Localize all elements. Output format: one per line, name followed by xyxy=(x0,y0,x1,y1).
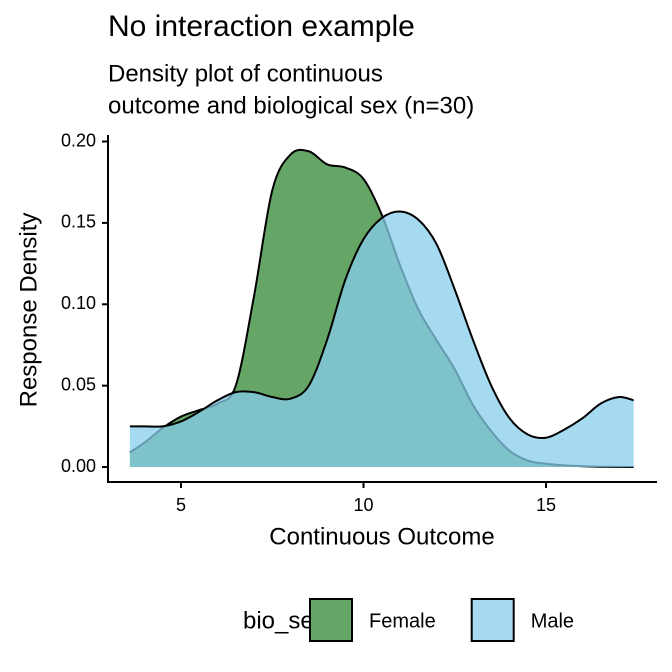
chart-subtitle: Density plot of continuous xyxy=(108,60,383,87)
chart-title: No interaction example xyxy=(108,10,415,43)
legend-key xyxy=(470,598,515,642)
x-tick-label: 10 xyxy=(354,495,374,515)
y-tick-label: 0.00 xyxy=(61,456,96,476)
legend-key xyxy=(309,598,353,642)
x-axis-label: Continuous Outcome xyxy=(269,523,494,550)
y-axis-label: Response Density xyxy=(15,213,42,408)
y-tick-label: 0.20 xyxy=(61,130,96,150)
x-tick-label: 15 xyxy=(536,495,556,515)
legend-label: Female xyxy=(369,610,436,632)
density-area xyxy=(129,211,634,468)
chart-subtitle: outcome and biological sex (n=30) xyxy=(108,92,474,119)
y-tick-label: 0.10 xyxy=(61,293,96,313)
x-tick-label: 5 xyxy=(176,495,186,515)
y-tick-label: 0.05 xyxy=(61,374,96,394)
density-line xyxy=(129,210,634,440)
legend-label: Male xyxy=(531,610,574,632)
y-tick-label: 0.15 xyxy=(61,212,96,232)
